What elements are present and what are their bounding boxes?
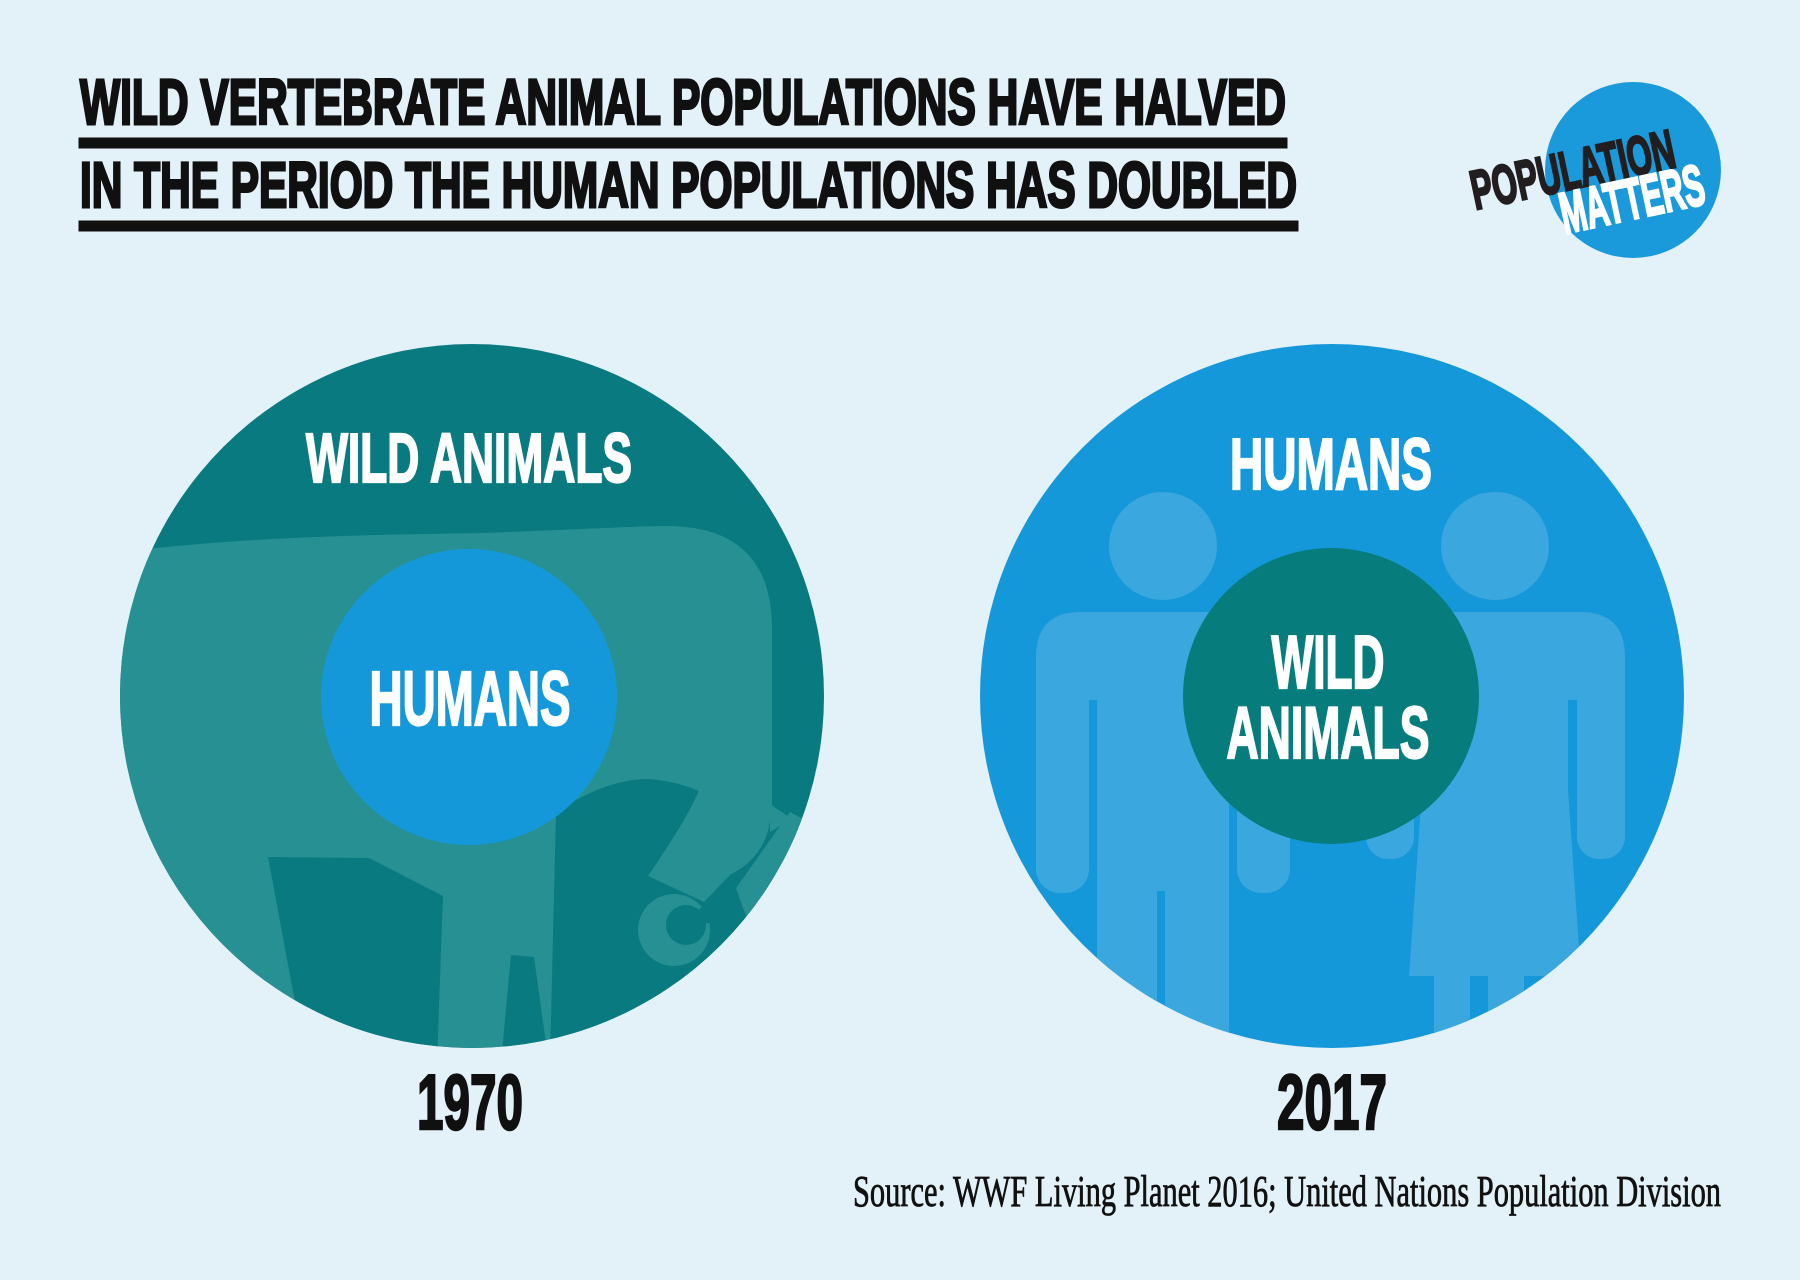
svg-text:2017: 2017 <box>1277 1058 1387 1146</box>
svg-text:IN THE PERIOD THE HUMAN POPULA: IN THE PERIOD THE HUMAN POPULATIONS HAS … <box>80 149 1297 221</box>
svg-text:HUMANS: HUMANS <box>1230 425 1432 505</box>
svg-text:Source: WWF Living Planet 2016: Source: WWF Living Planet 2016; United N… <box>853 1167 1721 1216</box>
svg-text:WILD VERTEBRATE ANIMAL POPULAT: WILD VERTEBRATE ANIMAL POPULATIONS HAVE … <box>80 66 1286 138</box>
svg-text:WILD: WILD <box>1272 620 1385 704</box>
svg-text:HUMANS: HUMANS <box>370 656 571 742</box>
svg-text:ANIMALS: ANIMALS <box>1227 693 1430 774</box>
svg-text:1970: 1970 <box>417 1058 523 1146</box>
svg-text:WILD ANIMALS: WILD ANIMALS <box>306 419 632 497</box>
